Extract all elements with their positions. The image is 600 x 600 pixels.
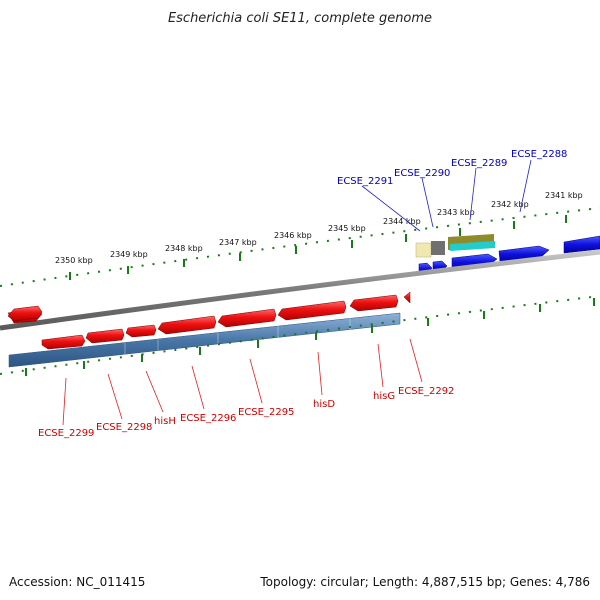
gene-arrow [277, 300, 347, 321]
kbp-label: 2344 kbp [383, 217, 421, 226]
gene-label: ECSE_2290 [394, 168, 450, 179]
kbp-labels: 2350 kbp 2349 kbp 2348 kbp 2347 kbp 2346… [55, 191, 583, 265]
gene-arrow [85, 328, 125, 344]
gene-label: ECSE_2295 [238, 407, 294, 418]
kbp-label: 2343 kbp [437, 208, 475, 217]
gene-arrow [125, 324, 157, 338]
gene-arrow [403, 291, 411, 304]
forward-leader-lines [361, 159, 532, 232]
genome-summary-text: Topology: circular; Length: 4,887,515 bp… [259, 575, 590, 589]
kbp-label: 2349 kbp [110, 250, 148, 259]
gene-label: hisG [373, 391, 395, 402]
gene-arrow [41, 334, 86, 350]
gene-arrow [157, 315, 217, 335]
kbp-label: 2345 kbp [328, 224, 366, 233]
gene-arrow [563, 235, 600, 254]
gene-label: ECSE_2292 [398, 386, 454, 397]
forward-small-features [415, 234, 495, 258]
lower-major-ticks [25, 298, 595, 376]
upper-major-ticks [69, 215, 567, 280]
kbp-label: 2348 kbp [165, 244, 203, 253]
reverse-gene-leftmost [7, 305, 43, 322]
kbp-label: 2346 kbp [274, 231, 312, 240]
genome-backbone [0, 249, 600, 331]
reverse-band [8, 312, 401, 368]
gene-label: ECSE_2299 [38, 428, 94, 439]
reverse-gene-labels: ECSE_2299 ECSE_2298 hisH ECSE_2296 ECSE_… [38, 386, 454, 439]
kbp-label: 2350 kbp [55, 256, 93, 265]
gene-label: ECSE_2296 [180, 413, 236, 424]
forward-gene-labels: ECSE_2291 ECSE_2290 ECSE_2289 ECSE_2288 [337, 149, 567, 187]
gene-label: ECSE_2288 [511, 149, 567, 160]
kbp-label: 2341 kbp [545, 191, 583, 200]
accession-text: Accession: NC_011415 [9, 575, 145, 589]
upper-tick-ring [0, 207, 600, 287]
kbp-label: 2342 kbp [491, 200, 529, 209]
map-title: Escherichia coli SE11, complete genome [168, 11, 432, 26]
gene-label: ECSE_2289 [451, 158, 507, 169]
reverse-leader-lines [62, 338, 423, 426]
kbp-label: 2347 kbp [219, 238, 257, 247]
gene-arrow [349, 294, 399, 312]
gene-arrow [217, 308, 277, 328]
gene-label: ECSE_2298 [96, 422, 152, 433]
gene-label: hisH [154, 416, 176, 427]
gene-label: ECSE_2291 [337, 176, 393, 187]
gene-label: hisD [313, 399, 335, 410]
